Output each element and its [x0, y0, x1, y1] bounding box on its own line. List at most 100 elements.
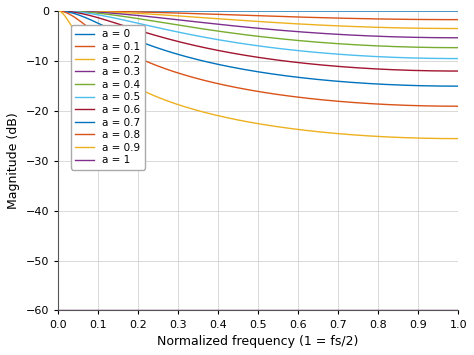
a = 0.4 [384, 44, 390, 48]
a = 0.5 [354, 53, 359, 58]
a = 0.6 [384, 67, 390, 72]
a = 0.5 [128, 20, 134, 24]
a = 1 [208, 308, 214, 313]
a = 0.7 [384, 82, 390, 87]
Line: a = 1: a = 1 [58, 11, 458, 311]
a = 0.9 [128, 82, 134, 87]
a = 0.1 [208, 12, 214, 16]
a = 1 [316, 308, 321, 313]
a = 0.4 [295, 38, 301, 43]
a = 0.9 [384, 135, 390, 139]
a = 0.4 [128, 15, 134, 20]
a = 0.3 [456, 36, 461, 40]
a = 0.2 [456, 26, 461, 31]
Line: a = 0.2: a = 0.2 [58, 11, 458, 28]
a = 0.4 [316, 40, 321, 44]
a = 1 [354, 308, 360, 313]
a = 0.9 [456, 136, 461, 141]
a = 1 [55, 9, 61, 13]
Line: a = 0.3: a = 0.3 [58, 11, 458, 38]
a = 0.7 [316, 77, 321, 82]
a = 0.4 [208, 28, 214, 32]
a = 0.3 [55, 9, 61, 13]
a = 0.1 [55, 9, 61, 13]
a = 0.3 [354, 33, 359, 38]
a = 0.4 [354, 43, 359, 47]
a = 1 [128, 308, 134, 313]
a = 0 [316, 9, 321, 13]
Line: a = 0.8: a = 0.8 [58, 11, 458, 106]
a = 0.8 [128, 52, 134, 56]
a = 0 [208, 9, 214, 13]
a = 0.2 [208, 16, 214, 20]
a = 0.8 [55, 9, 61, 13]
a = 0.8 [456, 104, 461, 108]
a = 0.2 [316, 23, 321, 27]
a = 0.3 [316, 31, 321, 35]
a = 0.7 [456, 84, 461, 88]
a = 0 [55, 9, 61, 13]
a = 0.1 [456, 17, 461, 22]
a = 0.5 [55, 9, 61, 13]
a = 0.2 [354, 24, 359, 29]
a = 0.3 [208, 21, 214, 26]
a = 0 [456, 9, 461, 13]
Y-axis label: Magnitude (dB): Magnitude (dB) [7, 112, 20, 209]
Line: a = 0.5: a = 0.5 [58, 11, 458, 59]
a = 0.6 [128, 26, 134, 30]
a = 0.9 [55, 9, 61, 13]
Line: a = 0.9: a = 0.9 [58, 11, 458, 138]
X-axis label: Normalized frequency (1 = fs/2): Normalized frequency (1 = fs/2) [157, 335, 359, 348]
a = 0.1 [295, 15, 301, 19]
a = 1 [295, 308, 301, 313]
a = 0.8 [316, 97, 321, 102]
a = 0.3 [128, 13, 134, 17]
a = 1 [384, 308, 390, 313]
Line: a = 0.7: a = 0.7 [58, 11, 458, 86]
Line: a = 0.6: a = 0.6 [58, 11, 458, 71]
a = 0.7 [208, 61, 214, 65]
a = 0.1 [384, 17, 390, 21]
a = 0 [354, 9, 359, 13]
a = 0.9 [208, 112, 214, 116]
Line: a = 0.4: a = 0.4 [58, 11, 458, 48]
a = 0.5 [208, 36, 214, 40]
a = 0.2 [295, 22, 301, 26]
a = 0.6 [295, 60, 301, 65]
a = 0.2 [128, 11, 134, 15]
a = 0.9 [295, 127, 301, 132]
a = 0 [295, 9, 301, 13]
a = 0.5 [295, 49, 301, 53]
a = 0.8 [384, 102, 390, 106]
a = 0 [128, 9, 134, 13]
a = 0.7 [354, 81, 359, 85]
a = 0.4 [55, 9, 61, 13]
a = 1 [55, 308, 61, 313]
a = 0.2 [384, 26, 390, 30]
Line: a = 0.1: a = 0.1 [58, 11, 458, 20]
a = 0.1 [316, 16, 321, 20]
a = 0.9 [316, 130, 321, 134]
Legend: a = 0, a = 0.1, a = 0.2, a = 0.3, a = 0.4, a = 0.5, a = 0.6, a = 0.7, a = 0.8, a: a = 0, a = 0.1, a = 0.2, a = 0.3, a = 0.… [71, 25, 145, 170]
a = 0.6 [456, 69, 461, 73]
a = 0.6 [316, 62, 321, 67]
a = 0.9 [354, 133, 359, 137]
a = 0 [384, 9, 390, 13]
a = 0.5 [456, 56, 461, 61]
a = 0.8 [295, 95, 301, 99]
a = 0.4 [456, 45, 461, 50]
a = 0.1 [128, 10, 134, 14]
a = 0.5 [384, 55, 390, 59]
a = 0.2 [55, 9, 61, 13]
a = 0.3 [295, 29, 301, 34]
a = 0.5 [316, 50, 321, 55]
a = 0.8 [208, 80, 214, 84]
a = 0.7 [128, 36, 134, 40]
a = 0.7 [295, 75, 301, 80]
a = 0.6 [55, 9, 61, 13]
a = 0.7 [55, 9, 61, 13]
a = 0.6 [354, 66, 359, 70]
a = 0.8 [354, 100, 359, 105]
a = 0.3 [384, 34, 390, 39]
a = 0.1 [354, 16, 359, 21]
